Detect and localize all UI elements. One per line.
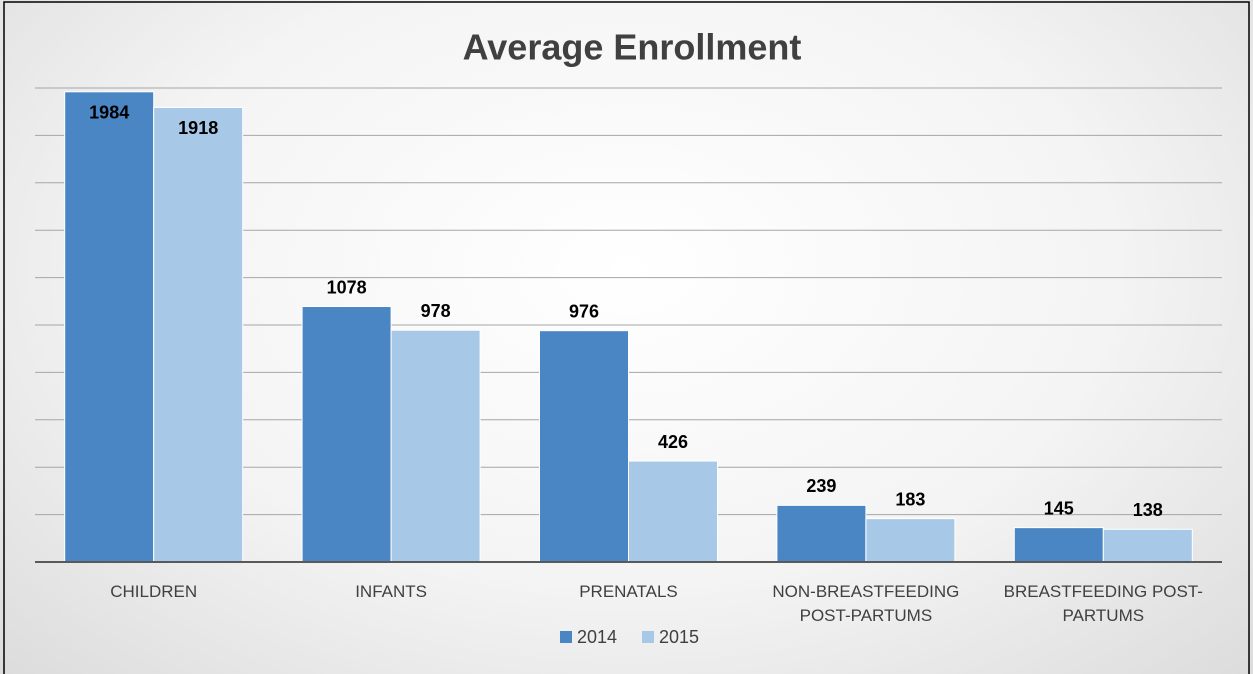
data-label: 1078 (327, 277, 367, 297)
data-label: 183 (895, 489, 925, 509)
bar (628, 460, 718, 563)
data-label: 976 (569, 301, 599, 321)
chart-title: Average Enrollment (463, 27, 802, 68)
legend-swatch (560, 631, 572, 643)
data-label: 138 (1133, 500, 1163, 520)
bar (539, 330, 629, 563)
data-label: 145 (1044, 498, 1074, 518)
bar (1102, 528, 1193, 563)
data-label: 426 (658, 432, 688, 452)
bar (390, 329, 481, 563)
x-tick-label: NON-BREASTFEEDING POST-PARTUMS (772, 582, 960, 625)
bar (776, 504, 867, 563)
bar (153, 106, 244, 563)
data-label: 1984 (89, 103, 129, 123)
legend-label: 2014 (577, 627, 617, 647)
bar (1013, 527, 1104, 563)
x-tick-label: PRENATALS (579, 582, 678, 601)
bar (301, 306, 392, 563)
legend-swatch (642, 631, 654, 643)
bar (64, 91, 155, 563)
x-tick-label: BREASTFEEDING POST-PARTUMS (1003, 582, 1203, 625)
x-tick-label: CHILDREN (110, 582, 198, 601)
data-label: 978 (421, 301, 451, 321)
bar (865, 518, 956, 563)
legend-label: 2015 (659, 627, 699, 647)
x-tick-label: INFANTS (355, 582, 427, 601)
data-label: 1918 (178, 118, 218, 138)
frame (3, 1, 1250, 674)
data-label: 239 (806, 476, 836, 496)
